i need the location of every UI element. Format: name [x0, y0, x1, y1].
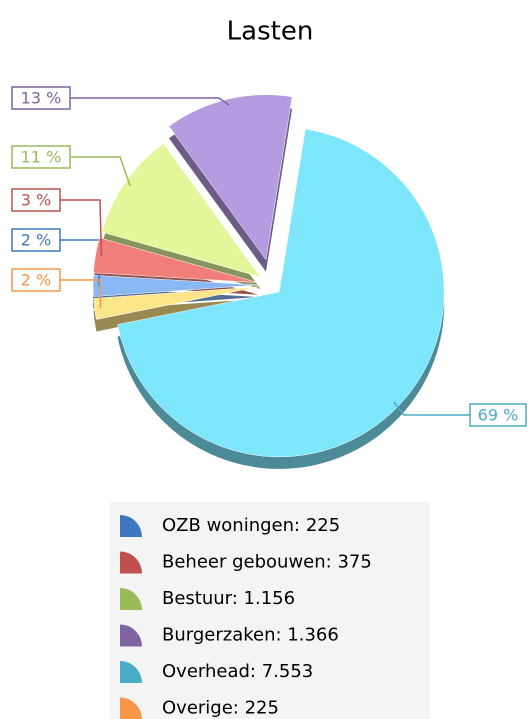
- value-label: 69 %: [478, 406, 519, 425]
- value-label: 13 %: [21, 89, 62, 108]
- value-label: 2 %: [21, 231, 51, 250]
- legend-swatch: [120, 697, 142, 719]
- label-box: [11, 145, 71, 169]
- legend-label: Overhead: 7.553: [162, 661, 313, 682]
- legend-swatch: [120, 551, 142, 574]
- legend-swatch: [120, 661, 142, 683]
- label-box: [11, 268, 61, 292]
- legend-label: Overige: 225: [162, 698, 279, 719]
- legend-label: Bestuur: 1.156: [162, 588, 295, 609]
- slice: [117, 128, 445, 458]
- slice: [92, 274, 259, 297]
- leader-line: [70, 97, 230, 106]
- legend-swatch: [120, 515, 142, 537]
- slice: [93, 286, 259, 320]
- leader-line: [393, 401, 470, 416]
- legend-label: Beheer gebouwen: 375: [162, 552, 372, 573]
- leader-line: [70, 156, 131, 187]
- legend-label: OZB woningen: 225: [162, 515, 340, 536]
- label-box: [469, 403, 527, 427]
- legend-swatch: [120, 588, 142, 610]
- value-label: 3 %: [21, 191, 51, 210]
- label-box: [11, 228, 61, 252]
- leader-line: [60, 279, 102, 309]
- slice: [101, 143, 262, 278]
- value-label: 2 %: [21, 271, 51, 290]
- label-box: [11, 188, 61, 212]
- legend-label: Burgerzaken: 1.366: [162, 625, 339, 646]
- slice: [93, 237, 259, 283]
- legend-box: [110, 502, 430, 719]
- leader-line: [60, 199, 103, 257]
- value-label: 11 %: [21, 148, 62, 167]
- chart-title: Lasten: [227, 17, 314, 47]
- slice: [168, 94, 293, 261]
- label-box: [11, 86, 71, 110]
- legend-swatch: [120, 624, 142, 647]
